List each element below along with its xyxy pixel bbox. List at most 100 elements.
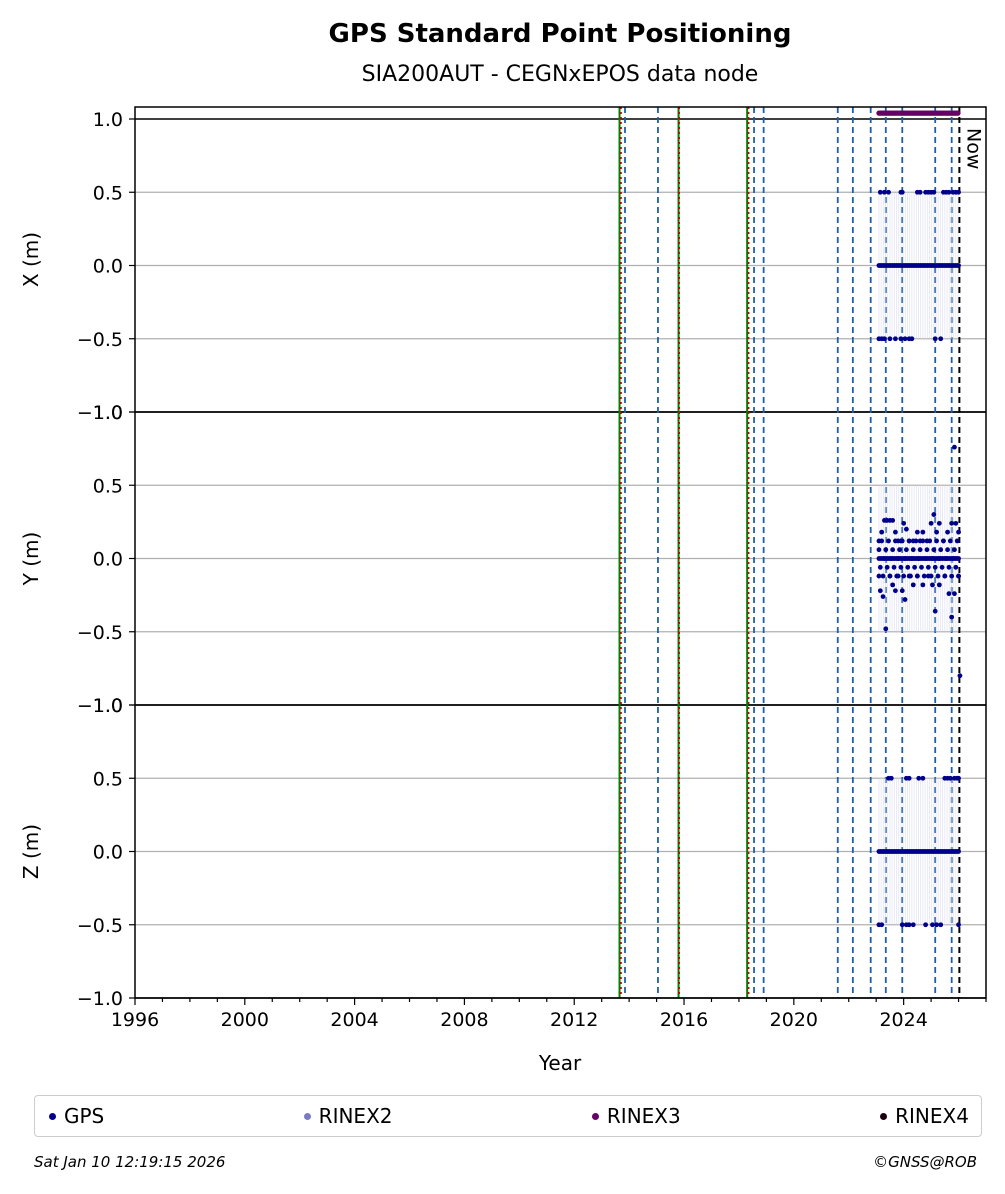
gps-point-y bbox=[902, 597, 908, 602]
gps-point-y bbox=[920, 529, 926, 535]
gps-point-x bbox=[932, 336, 938, 342]
gps-point-y bbox=[916, 556, 922, 561]
gps-point-x bbox=[882, 336, 887, 342]
chart-title: GPS Standard Point Positioning bbox=[329, 19, 792, 49]
gps-point-y bbox=[949, 614, 955, 620]
gps-point-y bbox=[887, 573, 893, 579]
x-tick-label: 2016 bbox=[660, 1009, 708, 1031]
gps-point-y bbox=[901, 520, 907, 526]
gps-point-y bbox=[917, 547, 923, 553]
gps-point-y bbox=[899, 588, 905, 594]
timestamp: Sat Jan 10 12:19:15 2026 bbox=[34, 1153, 226, 1171]
x-axis-label: Year bbox=[538, 1051, 582, 1075]
gps-point-y bbox=[936, 520, 942, 526]
gps-point-z bbox=[934, 922, 939, 928]
gps-point-y bbox=[901, 573, 907, 579]
gps-point-y bbox=[952, 444, 957, 450]
y-tick-label-y: −1.0 bbox=[77, 695, 123, 717]
gps-point-y bbox=[890, 547, 896, 553]
gps-point-y bbox=[876, 573, 882, 579]
y-tick-label-y: 1.0 bbox=[93, 402, 123, 424]
gps-point-x bbox=[917, 189, 923, 195]
x-tick-label: 2012 bbox=[550, 1009, 598, 1031]
y-tick-label-x: −0.5 bbox=[77, 329, 123, 351]
y-tick-label-y: 0.5 bbox=[93, 475, 123, 497]
x-tick-label: 2024 bbox=[879, 1009, 927, 1031]
gps-point-y bbox=[956, 573, 961, 579]
legend-label-gps: GPS bbox=[64, 1104, 105, 1128]
gps-point-z bbox=[930, 922, 935, 928]
gps-point-y bbox=[898, 538, 904, 544]
x-tick-label: 2000 bbox=[221, 1009, 269, 1031]
gps-point-y bbox=[957, 673, 963, 679]
gps-point-y bbox=[882, 556, 887, 561]
y-axis-label-y: Y (m) bbox=[19, 532, 43, 587]
gps-point-y bbox=[936, 582, 942, 588]
x-tick-label: 2020 bbox=[770, 1009, 818, 1031]
gps-point-x bbox=[956, 263, 961, 268]
gps-point-y bbox=[934, 538, 939, 544]
gps-point-y bbox=[914, 573, 920, 579]
x-tick-label: 1996 bbox=[111, 1009, 159, 1031]
gps-point-y bbox=[910, 538, 916, 544]
gps-point-y bbox=[932, 608, 938, 614]
gps-point-y bbox=[880, 594, 886, 599]
legend-label-rinex3: RINEX3 bbox=[606, 1104, 681, 1128]
gps-point-y bbox=[919, 564, 924, 570]
gps-point-y bbox=[953, 520, 959, 526]
gps-point-y bbox=[898, 564, 904, 570]
gps-point-z bbox=[879, 922, 885, 928]
gps-point-x bbox=[902, 336, 908, 342]
chart-subtitle: SIA200AUT - CEGNxEPOS data node bbox=[362, 62, 759, 87]
gps-point-z bbox=[923, 922, 929, 928]
gps-point-y bbox=[903, 547, 909, 553]
gps-point-y bbox=[956, 556, 961, 561]
gps-point-y bbox=[893, 529, 898, 535]
gps-point-y bbox=[924, 538, 930, 544]
gps-point-y bbox=[935, 573, 941, 579]
gps-point-z bbox=[906, 922, 912, 928]
gps-point-y bbox=[928, 520, 934, 526]
gps-point-y bbox=[910, 547, 916, 553]
gps-point-y bbox=[943, 556, 949, 561]
gps-point-y bbox=[945, 529, 950, 535]
gps-point-y bbox=[876, 538, 882, 544]
x-tick-label: 2008 bbox=[440, 1009, 488, 1031]
gps-point-y bbox=[879, 529, 885, 535]
legend-label-rinex4: RINEX4 bbox=[895, 1104, 969, 1128]
gps-point-y bbox=[876, 547, 882, 553]
gps-point-x bbox=[893, 336, 898, 342]
legend-item-gps: GPS bbox=[49, 1104, 104, 1128]
gps-point-z bbox=[947, 775, 953, 781]
gps-point-y bbox=[956, 529, 961, 535]
gps-point-y bbox=[903, 526, 909, 532]
gps-point-x bbox=[882, 189, 887, 195]
gps-point-y bbox=[909, 556, 915, 561]
gps-point-y bbox=[884, 564, 890, 570]
legend: GPS RINEX2 RINEX3 RINEX4 bbox=[34, 1095, 982, 1137]
gps-point-y bbox=[890, 518, 896, 523]
gps-point-y bbox=[883, 626, 889, 632]
legend-marker-rinex4 bbox=[880, 1112, 888, 1120]
gps-point-y bbox=[910, 582, 916, 588]
gps-point-y bbox=[934, 529, 939, 535]
gps-point-y bbox=[950, 556, 956, 561]
gps-point-y bbox=[890, 582, 896, 588]
y-tick-label-y: 0.0 bbox=[93, 549, 123, 571]
y-tick-label-x: 0.0 bbox=[93, 256, 123, 278]
gps-point-y bbox=[905, 564, 911, 570]
legend-item-rinex4: RINEX4 bbox=[880, 1104, 969, 1128]
legend-item-rinex2: RINEX2 bbox=[303, 1104, 393, 1128]
gps-point-y bbox=[945, 547, 950, 553]
gps-point-y bbox=[877, 588, 883, 594]
legend-label-rinex2: RINEX2 bbox=[318, 1104, 393, 1128]
gps-point-x bbox=[877, 189, 883, 195]
gps-point-y bbox=[938, 547, 944, 553]
gps-point-y bbox=[877, 564, 883, 570]
gps-point-y bbox=[946, 591, 952, 597]
gps-point-x bbox=[938, 336, 944, 342]
copyright: ©GNSS@ROB bbox=[873, 1153, 977, 1171]
gps-point-y bbox=[897, 547, 902, 553]
y-tick-label-z: 0.5 bbox=[93, 768, 123, 790]
gps-point-y bbox=[952, 591, 957, 597]
